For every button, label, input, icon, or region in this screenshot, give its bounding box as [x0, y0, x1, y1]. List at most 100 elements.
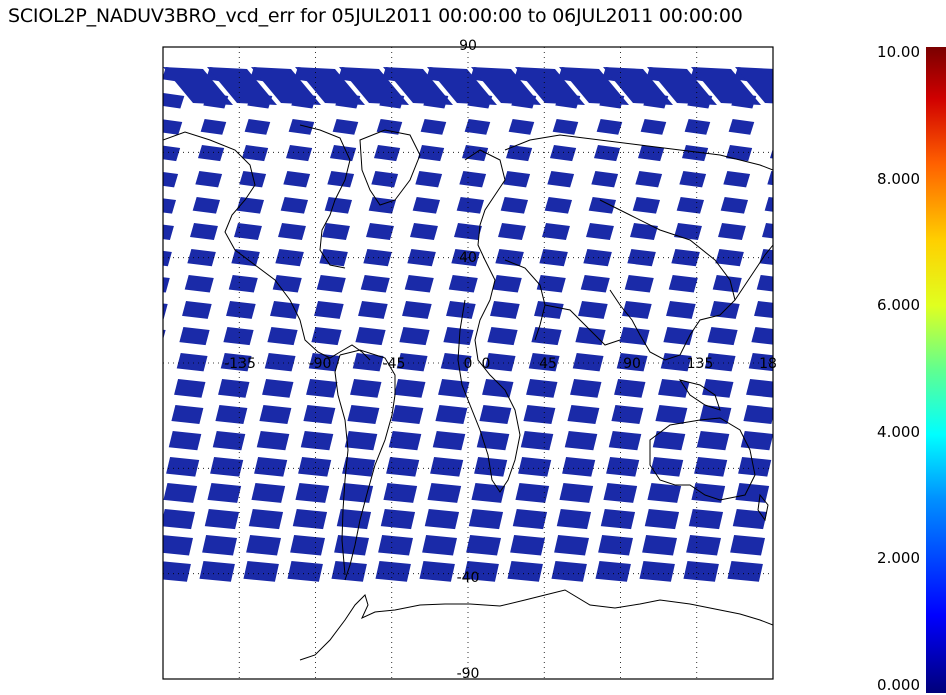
swath-segment: [746, 379, 773, 398]
swath-segment: [464, 119, 491, 135]
swath-segment: [163, 198, 177, 214]
swath-segment: [166, 457, 200, 477]
swath-segment: [552, 119, 579, 135]
swath-segment: [448, 275, 478, 293]
swath-segment: [228, 275, 258, 293]
swath-segment: [287, 561, 323, 582]
swath-segment: [176, 353, 208, 372]
swath-segment: [306, 379, 338, 398]
swath-segment: [671, 249, 700, 267]
swath-segment: [422, 535, 457, 556]
swath-segment: [779, 67, 849, 105]
swath-segment: [735, 483, 770, 503]
swath-segment: [358, 301, 388, 319]
swath-segment: [130, 379, 161, 398]
swath-segment: [420, 119, 447, 135]
longitude-label: -45: [383, 356, 406, 372]
swath-segment: [666, 301, 696, 319]
swath-segment: [402, 301, 432, 319]
swath-segment: [298, 457, 332, 477]
swath-segment: [435, 405, 468, 424]
swath-segment: [122, 457, 155, 477]
colorbar-tick-label: 0.000: [877, 676, 920, 694]
swath-segment: [278, 223, 306, 240]
swath-segment: [572, 353, 604, 372]
swath-segment: [559, 483, 594, 503]
longitude-label: 135: [687, 356, 714, 372]
swath-segment: [241, 145, 269, 162]
swath-segment: [507, 561, 543, 582]
swath-segment: [479, 405, 512, 424]
plot-frame: [162, 46, 774, 680]
swath-segment: [339, 483, 374, 503]
swath-segment: [163, 483, 198, 503]
swath-segment: [702, 379, 734, 398]
swath-segment: [738, 457, 772, 477]
swath-segment: [430, 457, 464, 477]
swath-segment: [415, 171, 443, 188]
swath-segment: [451, 249, 480, 267]
swath-segment: [616, 353, 648, 372]
swath-segment: [534, 301, 564, 319]
swath-segment: [562, 457, 596, 477]
longitude-label: 90: [623, 356, 641, 372]
satellite-swaths: [114, 67, 849, 582]
swath-segment: [754, 301, 773, 319]
latitude-label: 40: [459, 250, 477, 266]
colorbar: [926, 47, 946, 693]
swath-segment: [624, 275, 654, 293]
swath-segment: [197, 145, 225, 162]
swath-segment: [248, 509, 284, 530]
swath-segment: [720, 197, 749, 214]
swath-segment: [412, 197, 441, 214]
swath-segment: [314, 301, 344, 319]
swath-segment: [727, 561, 763, 582]
swath-segment: [551, 561, 587, 582]
swath-segment: [542, 223, 570, 240]
swath-segment: [329, 145, 357, 162]
colorbar-tick-label: 2.000: [877, 549, 920, 568]
swath-segment: [117, 509, 151, 529]
swath-segment: [688, 509, 724, 530]
swath-segment: [608, 431, 642, 451]
swath-segment: [174, 379, 206, 398]
swath-segment: [622, 301, 652, 319]
swath-segment: [544, 197, 573, 214]
longitude-label: 45: [539, 356, 557, 372]
swath-segment: [199, 561, 235, 582]
swath-segment: [591, 171, 619, 188]
swath-segment: [730, 535, 765, 556]
swath-segment: [331, 561, 367, 582]
swath-segment: [570, 379, 602, 398]
swath-segment: [114, 535, 149, 555]
swath-segment: [598, 535, 633, 556]
swath-segment: [251, 483, 286, 503]
swath-segment: [204, 509, 240, 530]
swath-segment: [518, 457, 552, 477]
swath-segment: [632, 197, 661, 214]
swath-segment: [184, 275, 214, 293]
swath-segment: [244, 119, 271, 135]
swath-segment: [603, 67, 673, 105]
swath-segment: [163, 172, 179, 188]
swath-segment: [735, 67, 773, 104]
swath-segment: [311, 327, 342, 346]
swath-segment: [471, 67, 541, 105]
swath-segment: [368, 197, 397, 214]
swath-segment: [679, 171, 707, 188]
swath-segment: [350, 379, 382, 398]
swath-segment: [471, 483, 506, 503]
swath-segment: [327, 171, 355, 188]
swath-segment: [536, 275, 566, 293]
coastlines: [163, 124, 773, 661]
latitude-label: 90: [459, 38, 477, 54]
swath-segment: [748, 353, 773, 372]
swath-segment: [531, 327, 562, 346]
swath-segment: [778, 67, 802, 82]
swath-segment: [339, 67, 409, 105]
swath-segment: [490, 301, 520, 319]
swath-segment: [699, 405, 732, 424]
swath-segment: [606, 457, 640, 477]
swath-segment: [593, 145, 621, 162]
